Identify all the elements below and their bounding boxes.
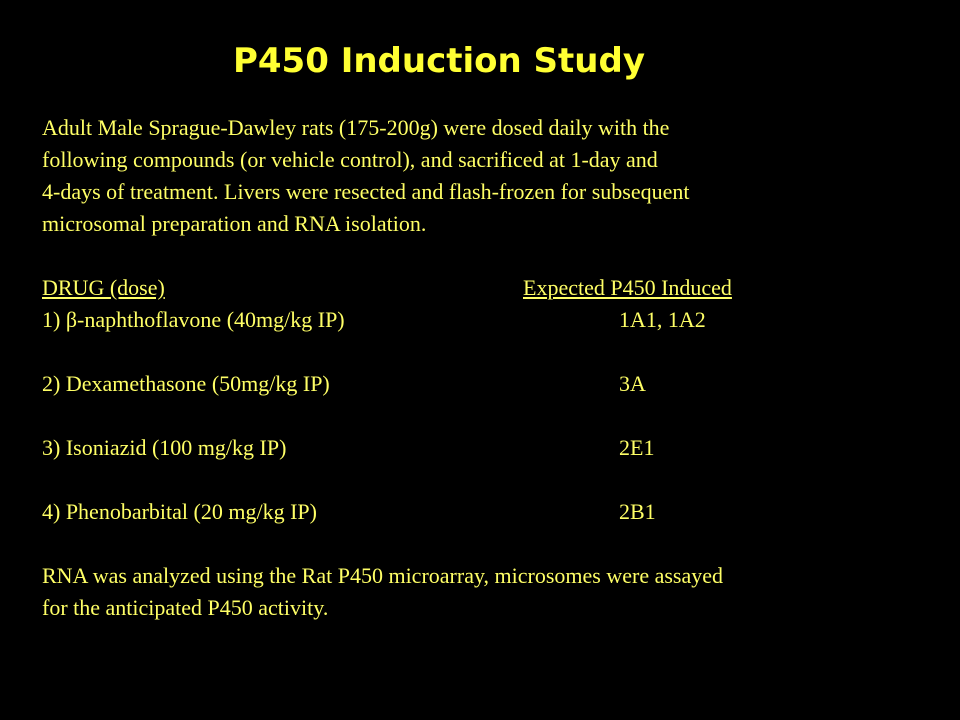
intro-line: following compounds (or vehicle control)… (42, 147, 658, 172)
table-row: 3) Isoniazid (100 mg/kg IP) 2E1 (42, 432, 902, 464)
header-p450: Expected P450 Induced (523, 275, 732, 300)
intro-line: Adult Male Sprague-Dawley rats (175-200g… (42, 115, 670, 140)
drug-cell: 4) Phenobarbital (20 mg/kg IP) (42, 499, 317, 524)
table-row: 1) β-naphthoflavone (40mg/kg IP) 1A1, 1A… (42, 304, 902, 336)
p450-cell: 1A1, 1A2 (619, 307, 706, 332)
intro-line: microsomal preparation and RNA isolation… (42, 211, 427, 236)
slide-title: P450 Induction Study (232, 41, 646, 81)
table-row: 4) Phenobarbital (20 mg/kg IP) 2B1 (42, 496, 902, 528)
outro-line: for the anticipated P450 activity. (42, 595, 329, 620)
outro-paragraph: RNA was analyzed using the Rat P450 micr… (42, 560, 723, 624)
p450-cell: 3A (619, 371, 646, 396)
p450-cell: 2B1 (619, 499, 656, 524)
drug-table-header: DRUG (dose) Expected P450 Induced (42, 272, 902, 304)
drug-table: DRUG (dose) Expected P450 Induced 1) β-n… (42, 272, 902, 528)
header-drug: DRUG (dose) (42, 275, 165, 300)
drug-cell: 3) Isoniazid (100 mg/kg IP) (42, 435, 287, 460)
intro-paragraph: Adult Male Sprague-Dawley rats (175-200g… (42, 112, 690, 240)
intro-line: 4-days of treatment. Livers were resecte… (42, 179, 690, 204)
outro-line: RNA was analyzed using the Rat P450 micr… (42, 563, 724, 588)
drug-cell: 1) β-naphthoflavone (40mg/kg IP) (42, 307, 345, 332)
p450-cell: 2E1 (619, 435, 655, 460)
drug-cell: 2) Dexamethasone (50mg/kg IP) (42, 371, 330, 396)
table-row: 2) Dexamethasone (50mg/kg IP) 3A (42, 368, 902, 400)
